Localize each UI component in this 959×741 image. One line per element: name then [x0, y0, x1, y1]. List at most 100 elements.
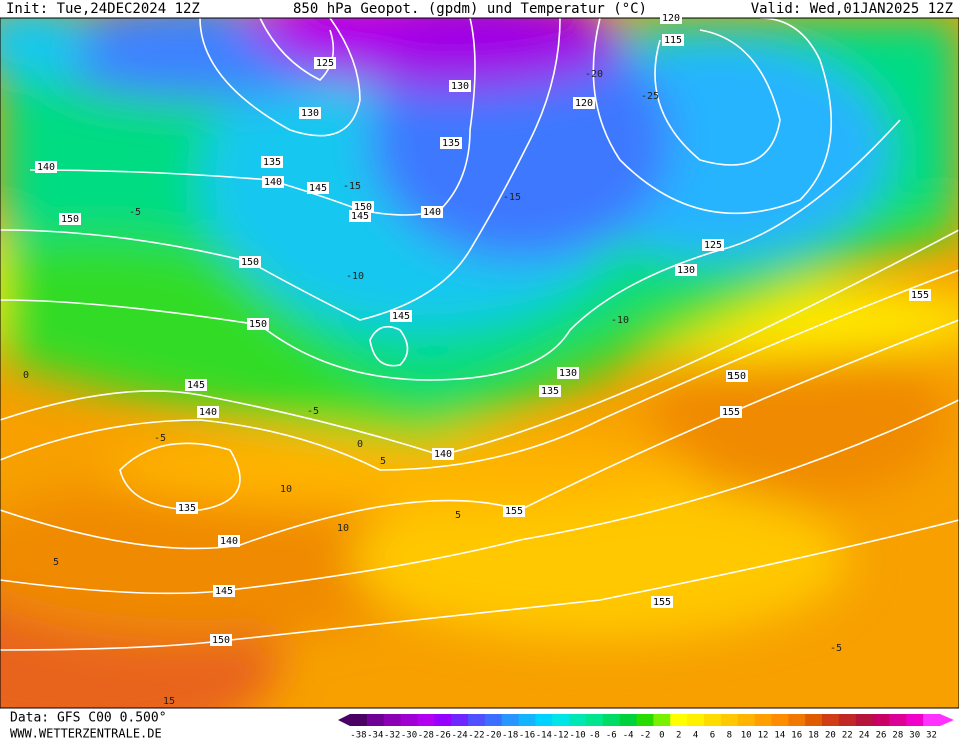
geopotential-label: 140: [197, 406, 219, 418]
site: WWW.WETTERZENTRALE.DE: [10, 727, 162, 741]
data-source: Data: GFS C00 0.500°: [10, 711, 167, 726]
geopotential-label: 130: [557, 367, 579, 379]
geopotential-label: 155: [503, 505, 525, 517]
colorbar-tick-label: -14: [536, 731, 552, 741]
colorbar-tick-label: 0: [659, 731, 664, 741]
colorbar-tick-label: 2: [676, 731, 681, 741]
colorbar-swatch: [484, 714, 503, 726]
colorbar-tick-label: 24: [859, 731, 870, 741]
label-box: [503, 505, 525, 517]
colorbar-swatch: [687, 714, 705, 726]
colorbar-swatch: [855, 714, 874, 726]
label-box: [726, 370, 748, 382]
label-text: 155: [505, 506, 523, 517]
geopotential-label: 120: [573, 97, 595, 109]
colorbar-tick-label: -20: [485, 731, 501, 741]
colorbar-tick-label: -4: [623, 731, 634, 741]
colorbar-tick-label: 26: [876, 731, 887, 741]
label-text: 150: [212, 635, 230, 646]
temperature-label: -5: [129, 207, 141, 218]
geopotential-label: 145: [213, 585, 235, 597]
label-box: [218, 535, 240, 547]
colorbar-swatch: [838, 714, 857, 726]
colorbar-swatch: [468, 714, 486, 726]
map-frame: [0, 17, 959, 709]
label-text: 125: [316, 58, 334, 69]
temperature-label: 15: [163, 696, 175, 707]
geopotential-label: 115: [662, 34, 684, 46]
label-text: 130: [451, 81, 469, 92]
label-box: [573, 97, 595, 109]
colorbar-swatch: [619, 714, 638, 726]
geopotential-label: 135: [261, 156, 283, 168]
colorbar-high-arrow: [940, 714, 954, 726]
label-box: [213, 585, 235, 597]
temperature-label: -20: [585, 69, 603, 80]
label-box: [651, 596, 673, 608]
temperature-label: -15: [503, 192, 521, 203]
temperature-label: 0: [357, 439, 363, 450]
label-text: 120: [662, 13, 680, 24]
label-box: [197, 406, 219, 418]
colorbar-tick-label: 32: [926, 731, 937, 741]
label-text: 150: [61, 214, 79, 225]
temperature-label: 10: [337, 523, 349, 534]
colorbar-swatch: [552, 714, 570, 726]
colorbar-swatch: [737, 714, 756, 726]
colorbar-swatch: [535, 714, 553, 726]
colorbar-tick-label: 4: [693, 731, 698, 741]
colorbar-tick-label: -30: [401, 731, 417, 741]
colorbar-swatch: [906, 714, 924, 726]
label-text: 115: [664, 35, 682, 46]
geopotential-label: 135: [440, 137, 462, 149]
label-box: [662, 34, 684, 46]
label-text: 145: [392, 311, 410, 322]
colorbar-swatch: [636, 714, 654, 726]
temperature-label: -10: [346, 271, 364, 282]
colorbar-tick-label: 10: [741, 731, 752, 741]
colorbar-tick-label: -26: [435, 731, 451, 741]
geopotential-label: 155: [720, 406, 742, 418]
geopotential-contours: [0, 18, 959, 651]
temperature-label: 5: [380, 456, 386, 467]
colorbar-tick-label: -6: [606, 731, 617, 741]
geopotential-label: 125: [702, 239, 724, 251]
geopotential-label: 150: [247, 318, 269, 330]
label-box: [675, 264, 697, 276]
colorbar-swatch: [451, 714, 469, 726]
label-text: 125: [704, 240, 722, 251]
label-box: [660, 12, 682, 24]
geopotential-label: 130: [675, 264, 697, 276]
label-box: [261, 156, 283, 168]
label-box: [307, 182, 329, 194]
colorbar-swatch: [754, 714, 772, 726]
label-box: [539, 385, 561, 397]
geopotential-label: 135: [176, 502, 198, 514]
temperature-label: -10: [611, 315, 629, 326]
label-box: [449, 80, 471, 92]
geopotential-label: 155: [651, 596, 673, 608]
colorbar-swatch: [569, 714, 587, 726]
colorbar-tick-label: -18: [502, 731, 518, 741]
label-box: [432, 448, 454, 460]
label-text: 135: [178, 503, 196, 514]
colorbar-tick-label: -2: [640, 731, 651, 741]
label-text: 155: [722, 407, 740, 418]
colorbar-swatch: [704, 714, 722, 726]
geopotential-label: 150: [726, 370, 748, 382]
geopotential-label: 130: [449, 80, 471, 92]
init-time: Init: Tue,24DEC2024 12Z: [6, 1, 200, 17]
colorbar-tick-label: 20: [825, 731, 836, 741]
label-text: 140: [220, 536, 238, 547]
temperature-label: 0: [23, 370, 29, 381]
colorbar-low-arrow: [338, 714, 350, 726]
label-box: [314, 57, 336, 69]
label-text: 130: [677, 265, 695, 276]
label-text: 135: [263, 157, 281, 168]
label-text: 130: [301, 108, 319, 119]
temperature-label: 5: [53, 557, 59, 568]
label-text: 135: [442, 138, 460, 149]
temperature-label: 10: [280, 484, 292, 495]
